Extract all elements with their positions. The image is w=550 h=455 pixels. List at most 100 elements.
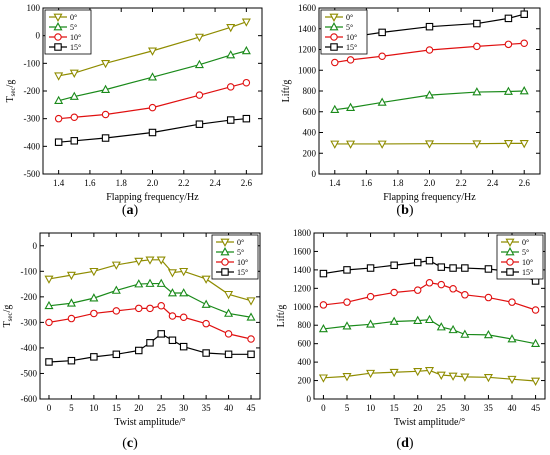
legend-label: 5° — [70, 23, 77, 32]
x-tick-label: 2.0 — [424, 178, 436, 188]
data-point — [111, 285, 121, 294]
data-point — [90, 309, 98, 318]
x-tick-label: 15 — [112, 403, 122, 413]
data-point — [66, 271, 76, 281]
x-tick-label: 35 — [202, 403, 212, 413]
y-tick-label: 1000 — [298, 65, 317, 75]
y-tick-label: 400 — [298, 357, 312, 367]
data-point — [507, 375, 517, 385]
legend-marker — [54, 43, 62, 51]
x-tick-label: 30 — [179, 403, 189, 413]
data-point — [378, 52, 386, 60]
data-point — [436, 371, 446, 380]
series-3 — [319, 256, 540, 285]
x-tick-label: 1.8 — [392, 178, 404, 188]
data-point — [342, 321, 352, 330]
y-axis-label: Lift/g — [276, 305, 287, 328]
data-point — [342, 373, 352, 382]
data-point — [147, 47, 158, 56]
data-point — [112, 307, 121, 315]
legend-marker — [53, 13, 63, 22]
data-point — [145, 278, 155, 287]
data-point — [66, 298, 76, 307]
series-2 — [54, 78, 251, 123]
x-tick-label: 10 — [89, 403, 99, 413]
series-1 — [330, 86, 529, 114]
data-point — [54, 95, 64, 105]
series-line — [323, 319, 536, 345]
x-tick-label: 2.2 — [455, 178, 466, 188]
legend-label: 15° — [70, 43, 81, 52]
legend-marker — [505, 247, 515, 256]
legend-label: 0° — [237, 238, 244, 247]
legend-marker — [54, 33, 62, 41]
series-line — [48, 333, 252, 363]
data-point — [366, 292, 375, 301]
data-point — [503, 140, 513, 149]
x-axis-label: Twist amplitude/° — [394, 417, 465, 428]
y-tick-label: -200 — [24, 86, 41, 96]
x-tick-label: 2.4 — [487, 178, 499, 188]
legend-marker — [330, 33, 338, 41]
data-point — [226, 83, 235, 91]
y-tick-label: 600 — [298, 339, 312, 349]
data-point — [343, 298, 351, 306]
y-tick-label: 1400 — [293, 265, 312, 275]
data-point — [318, 323, 328, 333]
legend-marker — [329, 13, 339, 22]
series-line — [323, 260, 536, 282]
data-point — [145, 256, 155, 265]
y-axis-label: Tsec/g — [2, 305, 14, 328]
x-tick-label: 1.4 — [329, 178, 341, 188]
y-tick-label: 600 — [303, 107, 317, 117]
data-point — [146, 304, 154, 313]
series-0 — [54, 18, 251, 81]
data-point — [224, 308, 234, 317]
chart-panel-a: 1.4 1.6 1.8 2.0 2.2 2.4 2.6 -500 -400 -300 -200 -10… — [5, 3, 263, 218]
x-tick-label: 10 — [366, 403, 376, 413]
data-point — [508, 298, 516, 306]
data-point — [449, 264, 457, 272]
data-point — [242, 114, 251, 123]
x-tick-label: 1.6 — [84, 178, 96, 188]
data-point — [484, 293, 493, 302]
chart-panel-c: 0 5 10 15 20 25 30 35 40 45 -600 -500 -400 -300 -200 -1… — [2, 232, 261, 451]
data-point — [134, 279, 144, 288]
series-1 — [44, 278, 256, 321]
data-point — [390, 261, 398, 270]
data-point — [437, 280, 446, 289]
legend-marker — [220, 238, 230, 247]
data-point — [246, 312, 256, 321]
panel-label: (a) — [122, 203, 139, 218]
data-point — [148, 128, 157, 137]
data-point — [448, 324, 458, 334]
x-axis-label: Flapping frequency/Hz — [106, 192, 199, 203]
data-point — [242, 78, 251, 87]
data-point — [67, 356, 76, 365]
data-point — [460, 373, 470, 382]
series-line — [48, 259, 252, 302]
data-point — [194, 59, 204, 69]
data-point — [195, 120, 204, 128]
data-point — [226, 24, 236, 33]
data-point — [69, 69, 79, 78]
data-point — [425, 279, 434, 287]
data-point — [157, 302, 165, 310]
data-point — [503, 86, 513, 95]
data-point — [460, 329, 470, 338]
data-point — [101, 84, 111, 93]
data-point — [70, 137, 79, 145]
series-0 — [44, 256, 256, 306]
plot-frame — [313, 232, 546, 400]
data-point — [425, 22, 434, 31]
data-point — [366, 264, 375, 272]
legend-marker — [506, 258, 514, 266]
data-point — [168, 336, 177, 345]
data-point — [424, 140, 435, 149]
x-tick-label: 45 — [531, 403, 541, 413]
data-point — [377, 97, 387, 106]
legend-label: 10° — [522, 258, 533, 267]
y-tick-label: 200 — [298, 376, 312, 386]
data-point — [224, 350, 233, 359]
data-point — [194, 33, 204, 42]
